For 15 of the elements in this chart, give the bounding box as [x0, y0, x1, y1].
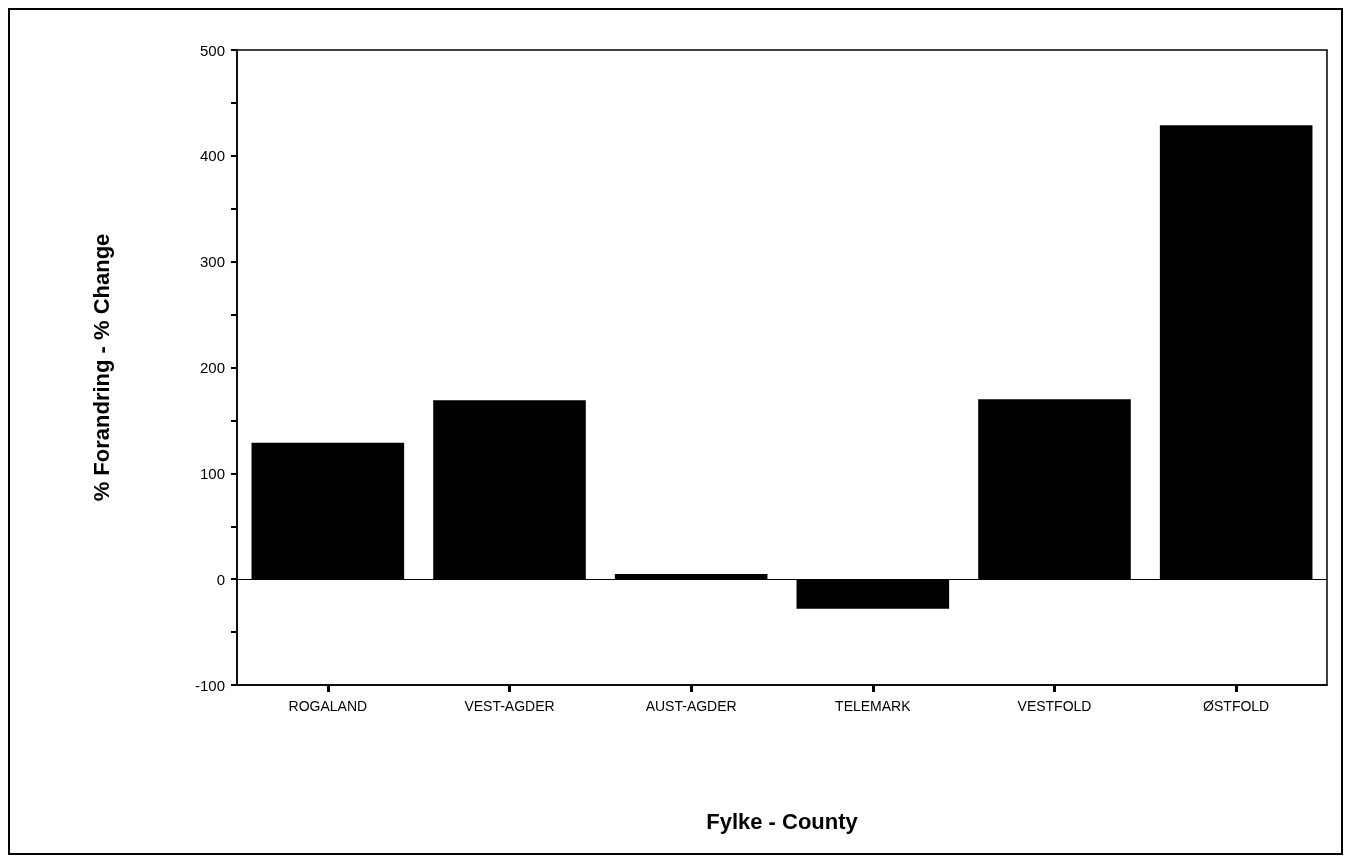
x-axis-title: Fylke - County	[706, 808, 859, 834]
x-tick-label: ROGALAND	[288, 698, 368, 714]
y-tick-label: 100	[199, 464, 225, 482]
y-tick-label: -100	[194, 676, 225, 694]
y-tick-label: 200	[199, 359, 225, 376]
x-tick-label: VESTFOLD	[1017, 698, 1092, 714]
y-tick-label: 400	[199, 147, 225, 165]
x-tick-label: TELEMARK	[835, 698, 912, 714]
y-axis-title: % Forandring - % Change	[88, 233, 114, 502]
x-tick-label: ØSTFOLD	[1203, 698, 1270, 714]
y-tick-label: 0	[216, 570, 225, 588]
x-tick-label: AUST-AGDER	[645, 698, 737, 714]
x-tick-label: VEST-AGDER	[464, 698, 555, 714]
y-tick-label: 300	[199, 253, 225, 271]
y-tick-label: 500	[199, 41, 225, 59]
